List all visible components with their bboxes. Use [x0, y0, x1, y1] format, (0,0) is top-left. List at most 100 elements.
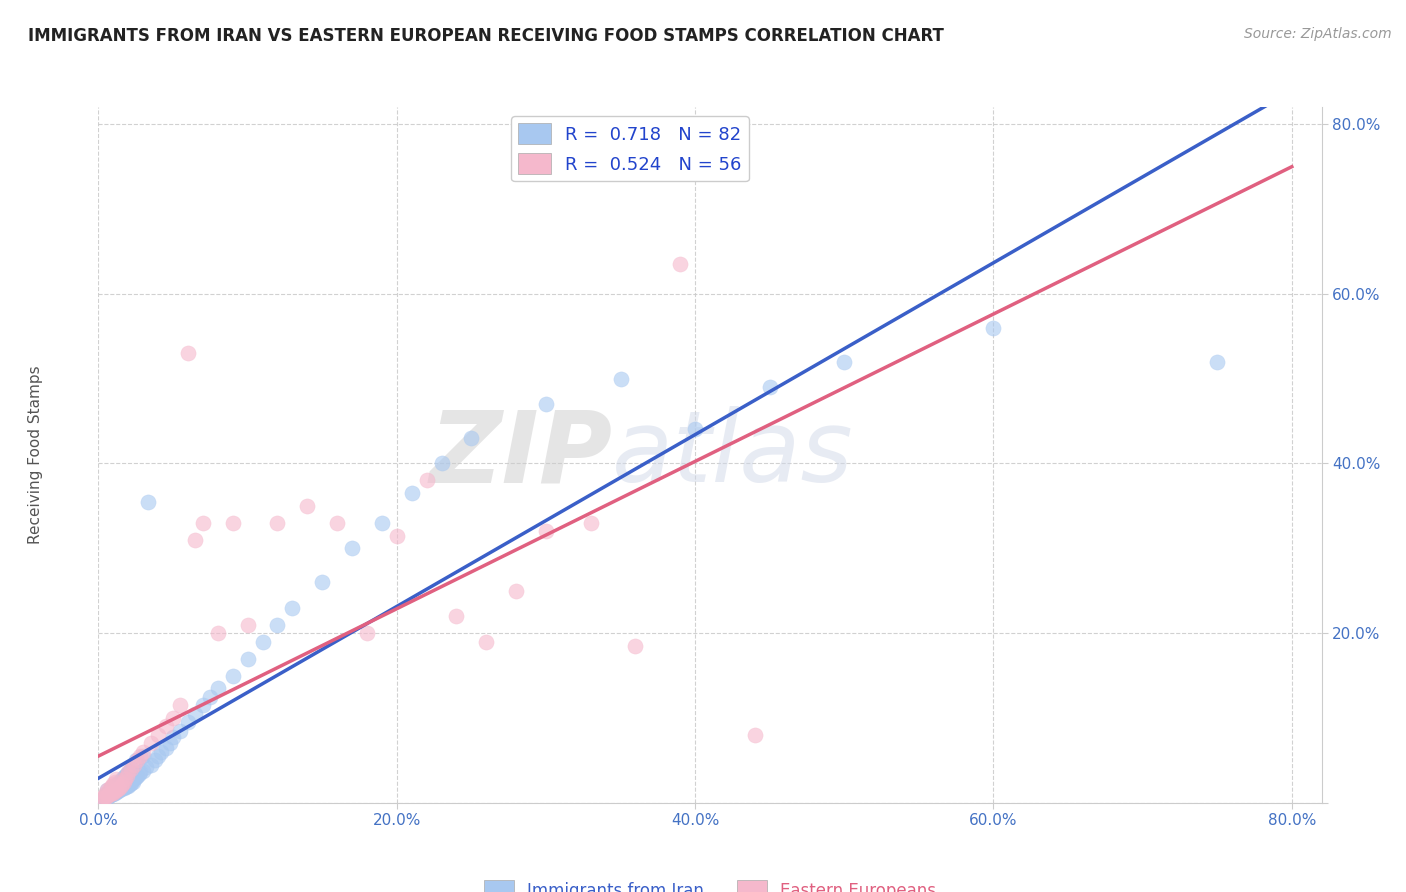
Point: [221, 516, 243, 530]
Point: [111, 777, 134, 791]
Point: [117, 765, 139, 780]
Point: [236, 651, 259, 665]
Point: [91, 792, 114, 806]
Point: [132, 749, 155, 764]
Point: [114, 772, 136, 786]
Point: [96, 789, 118, 803]
Point: [122, 772, 145, 786]
Point: [118, 764, 141, 778]
Point: [135, 760, 157, 774]
Point: [128, 767, 150, 781]
Point: [94, 786, 117, 800]
Point: [110, 782, 132, 797]
Point: [115, 769, 138, 783]
Point: [117, 779, 139, 793]
Point: [93, 789, 115, 803]
Point: [143, 753, 166, 767]
Point: [624, 639, 647, 653]
Point: [98, 780, 121, 795]
Point: [266, 617, 288, 632]
Point: [162, 711, 184, 725]
Point: [101, 779, 124, 793]
Point: [1206, 354, 1229, 368]
Point: [207, 681, 229, 696]
Point: [103, 783, 125, 797]
Point: [104, 786, 127, 800]
Point: [117, 766, 139, 780]
Point: [101, 780, 124, 795]
Point: [356, 626, 378, 640]
Point: [683, 422, 706, 436]
Point: [105, 783, 128, 797]
Point: [114, 769, 136, 783]
Point: [96, 783, 118, 797]
Point: [534, 524, 557, 539]
Point: [108, 780, 131, 795]
Point: [98, 787, 121, 801]
Point: [200, 690, 222, 704]
Point: [112, 774, 135, 789]
Point: [103, 786, 125, 800]
Point: [177, 346, 200, 360]
Point: [129, 749, 152, 764]
Y-axis label: Receiving Food Stamps: Receiving Food Stamps: [28, 366, 42, 544]
Point: [108, 774, 131, 789]
Point: [505, 583, 527, 598]
Point: [94, 790, 117, 805]
Point: [111, 772, 134, 786]
Point: [129, 765, 152, 780]
Point: [326, 516, 349, 530]
Point: [90, 794, 112, 808]
Point: [534, 397, 557, 411]
Point: [744, 728, 766, 742]
Point: [127, 769, 149, 783]
Point: [98, 788, 121, 802]
Point: [236, 617, 259, 632]
Point: [297, 499, 319, 513]
Point: [90, 792, 112, 806]
Point: [111, 781, 134, 796]
Point: [125, 753, 148, 767]
Point: [96, 789, 118, 804]
Point: [460, 431, 482, 445]
Point: [136, 494, 159, 508]
Point: [112, 780, 135, 795]
Point: [127, 753, 149, 767]
Point: [169, 698, 191, 713]
Point: [115, 767, 138, 781]
Point: [97, 787, 120, 801]
Point: [162, 730, 184, 744]
Point: [385, 528, 408, 542]
Point: [475, 634, 498, 648]
Point: [101, 786, 124, 800]
Point: [108, 783, 131, 797]
Point: [101, 787, 124, 801]
Point: [139, 736, 162, 750]
Point: [120, 762, 142, 776]
Point: [97, 786, 120, 800]
Point: [93, 791, 115, 805]
Point: [415, 474, 437, 488]
Point: [103, 777, 125, 791]
Point: [114, 780, 136, 794]
Point: [266, 516, 288, 530]
Point: [120, 762, 142, 776]
Point: [177, 715, 200, 730]
Point: [98, 783, 121, 797]
Point: [107, 784, 129, 798]
Point: [430, 457, 453, 471]
Point: [132, 745, 155, 759]
Point: [112, 770, 135, 784]
Point: [340, 541, 363, 556]
Point: [609, 371, 631, 385]
Point: [105, 779, 128, 793]
Point: [105, 772, 128, 786]
Point: [104, 780, 127, 795]
Point: [104, 774, 127, 789]
Point: [91, 790, 114, 805]
Point: [150, 745, 173, 759]
Point: [191, 698, 214, 713]
Text: atlas: atlas: [612, 407, 853, 503]
Point: [118, 777, 141, 791]
Point: [184, 533, 207, 547]
